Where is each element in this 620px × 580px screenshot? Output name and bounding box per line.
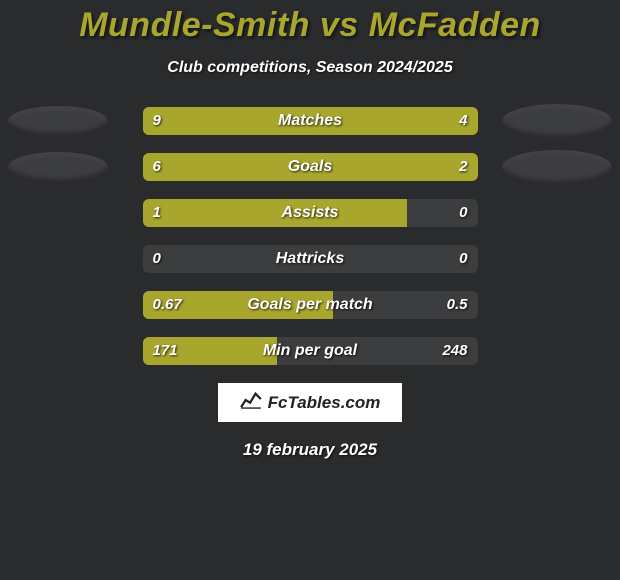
stat-row: 94Matches	[0, 107, 620, 135]
stat-label: Assists	[143, 199, 478, 227]
stat-bar-track: 94Matches	[143, 107, 478, 135]
stat-label: Matches	[143, 107, 478, 135]
stat-row: 0.670.5Goals per match	[0, 291, 620, 319]
footer-brand[interactable]: FcTables.com	[218, 383, 403, 422]
stat-label: Hattricks	[143, 245, 478, 273]
player-blob-right	[502, 150, 612, 184]
page-subtitle: Club competitions, Season 2024/2025	[167, 59, 452, 77]
page-title: Mundle-Smith vs McFadden	[79, 6, 541, 45]
stat-label: Goals	[143, 153, 478, 181]
stat-bar-track: 10Assists	[143, 199, 478, 227]
stat-row: 10Assists	[0, 199, 620, 227]
stat-bar-track: 0.670.5Goals per match	[143, 291, 478, 319]
date-text: 19 february 2025	[243, 440, 377, 460]
chart-icon	[240, 391, 262, 414]
stat-row: 62Goals	[0, 153, 620, 181]
footer-label: FcTables.com	[268, 393, 381, 413]
player-blob-right	[502, 104, 612, 138]
stat-label: Min per goal	[143, 337, 478, 365]
stats-container: 94Matches 62Goals 10Assists 00Hattricks 0.67…	[0, 107, 620, 365]
stat-row: 00Hattricks	[0, 245, 620, 273]
stat-bar-track: 00Hattricks	[143, 245, 478, 273]
player-blob-left	[8, 152, 108, 182]
stat-bar-track: 62Goals	[143, 153, 478, 181]
stat-bar-track: 171248Min per goal	[143, 337, 478, 365]
stat-row: 171248Min per goal	[0, 337, 620, 365]
player-blob-left	[8, 106, 108, 136]
stat-label: Goals per match	[143, 291, 478, 319]
